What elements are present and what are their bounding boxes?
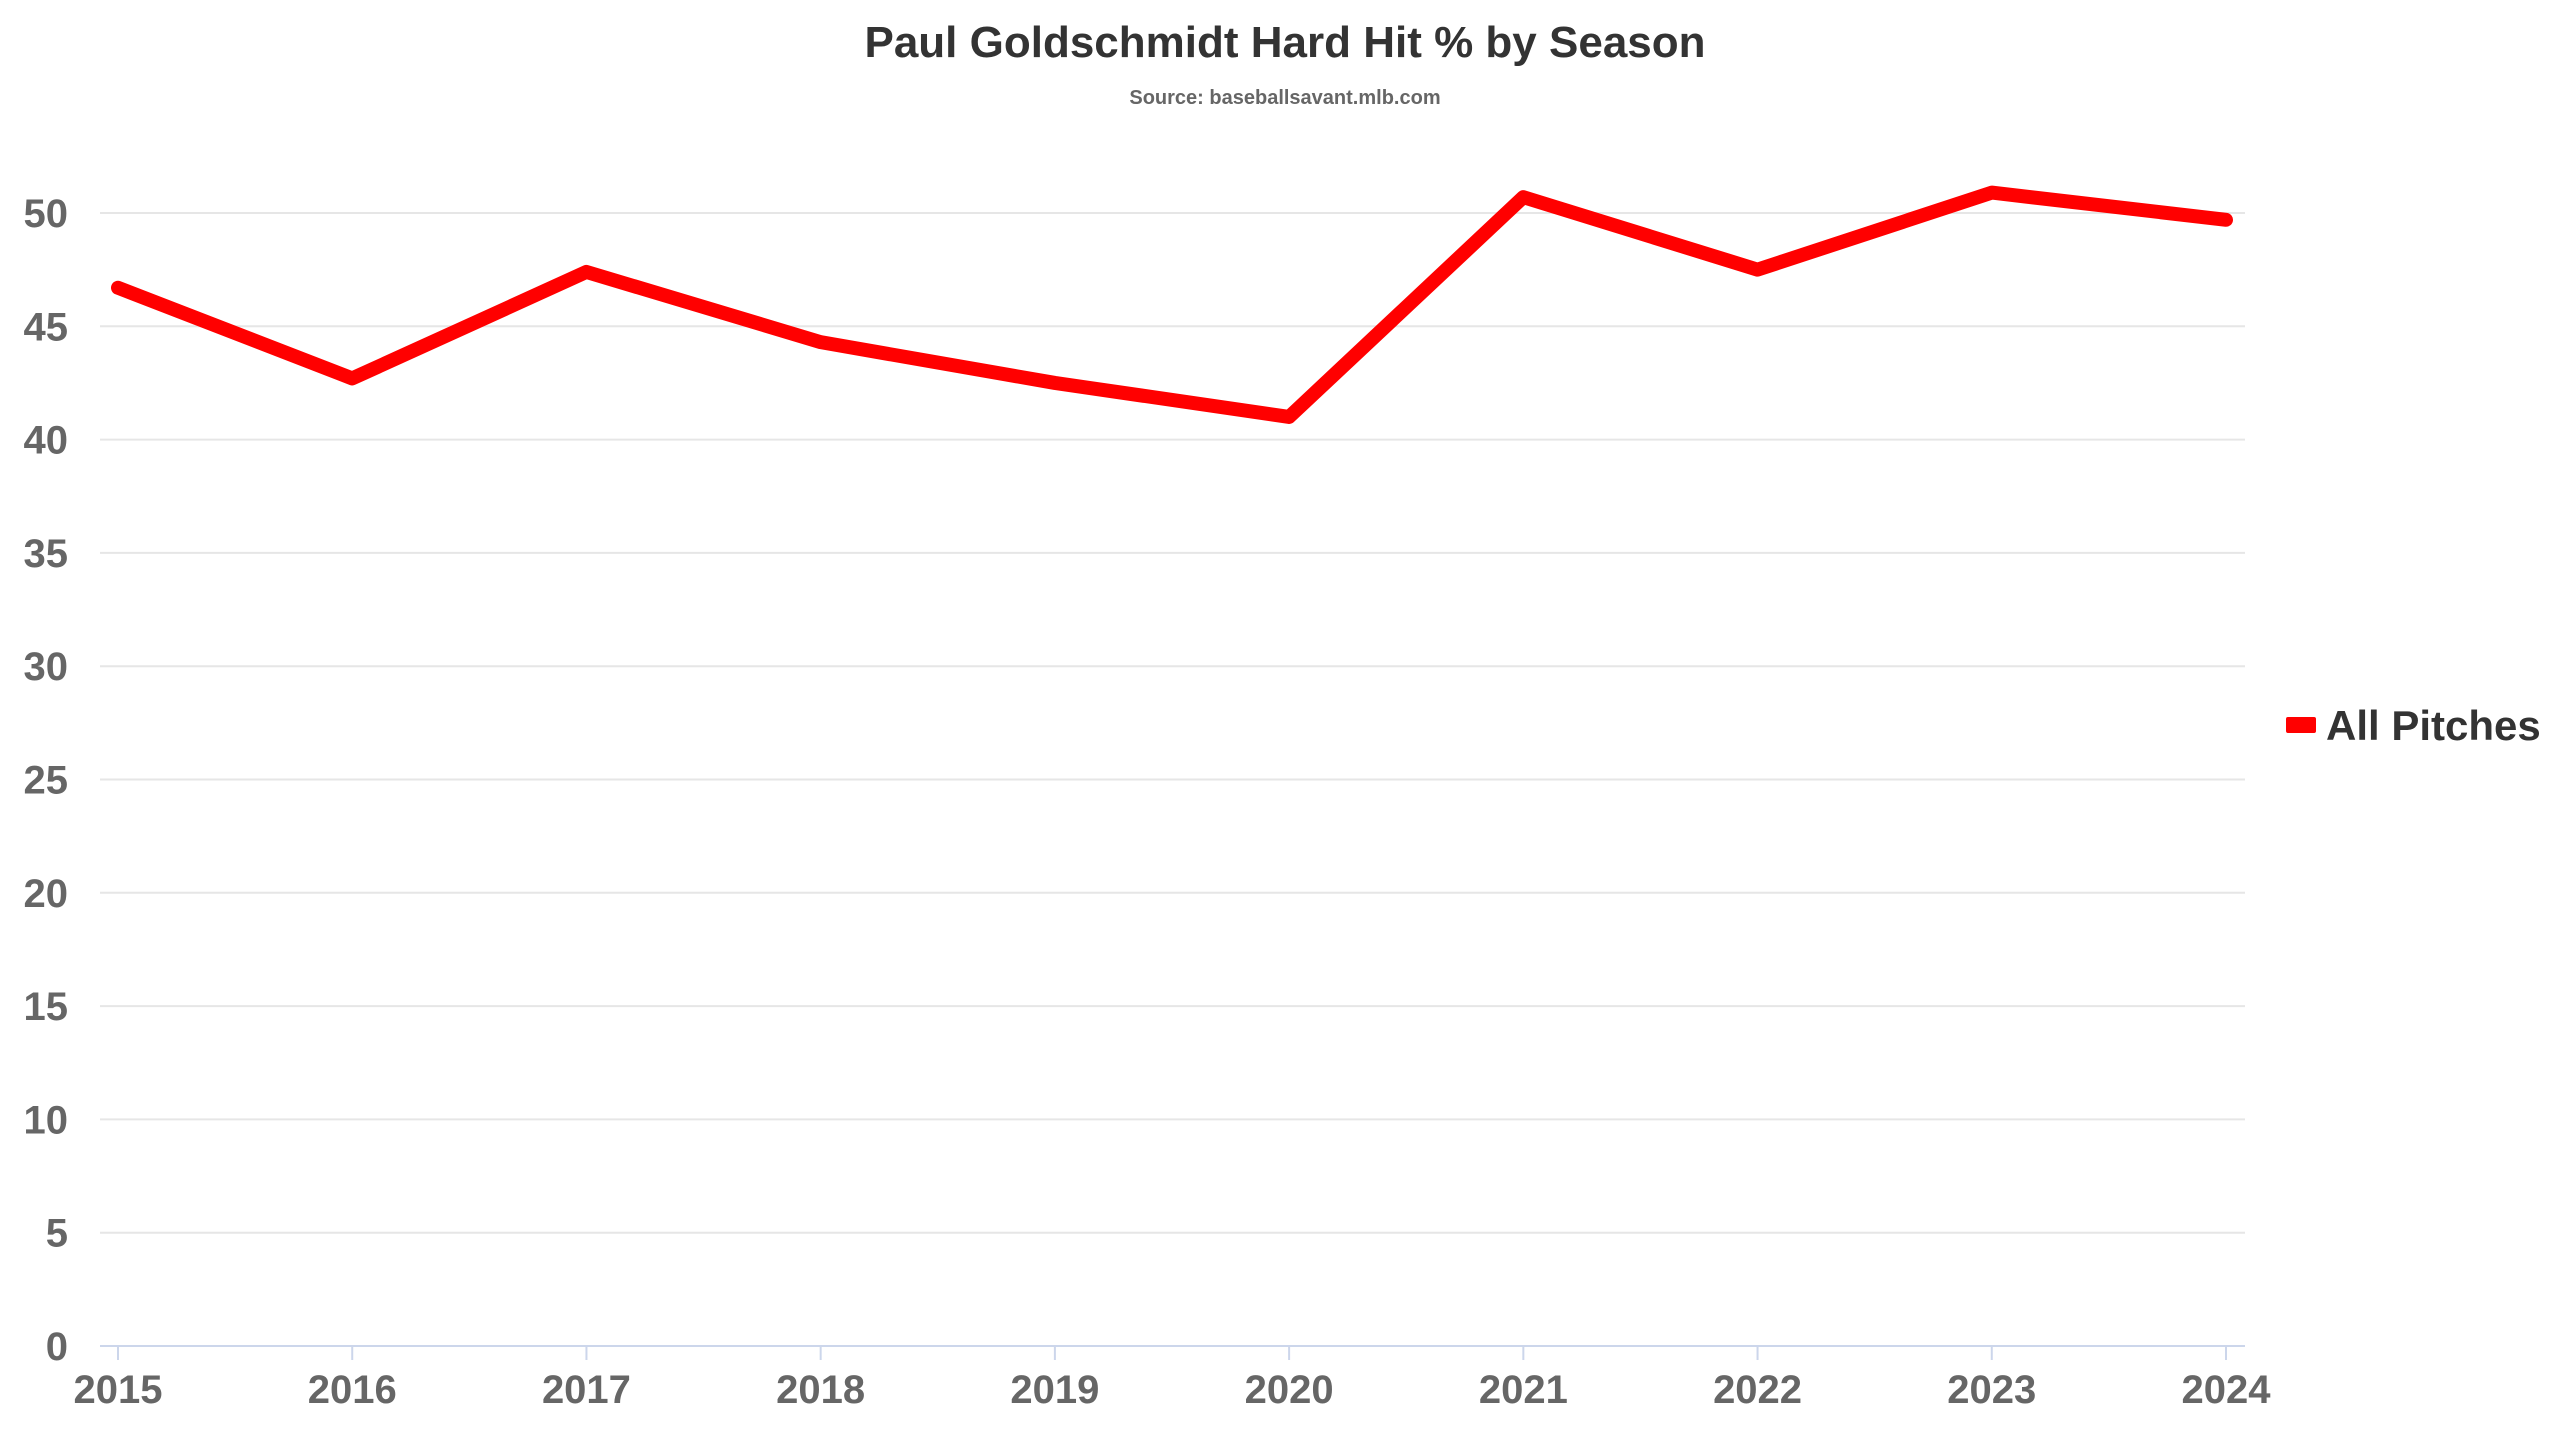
- y-tick-label: 15: [24, 985, 69, 1029]
- series-layer: [111, 185, 2233, 424]
- y-axis-ticks: 0 5 10 15 20 25 30 35 40 45 50: [24, 192, 69, 1369]
- data-point: [817, 339, 824, 346]
- x-axis-ticks: 2015 2016 2017 2018 2019 2020 2021 2022 2023 2024: [74, 1346, 2272, 1412]
- y-tick-label: 20: [24, 872, 69, 916]
- y-tick-label: 0: [46, 1325, 68, 1369]
- data-point: [2223, 216, 2229, 223]
- y-tick-label: 45: [24, 305, 69, 349]
- x-tick-label: 2017: [542, 1368, 631, 1412]
- x-tick-label: 2023: [1947, 1368, 2036, 1412]
- data-point: [1988, 189, 1995, 196]
- y-tick-label: 40: [24, 419, 69, 463]
- x-tick-label: 2021: [1479, 1368, 1568, 1412]
- chart-title: Paul Goldschmidt Hard Hit % by Season: [864, 18, 1705, 67]
- y-tick-label: 30: [24, 645, 69, 689]
- x-tick-label: 2022: [1713, 1368, 1802, 1412]
- data-point: [349, 375, 356, 382]
- series-line: [111, 185, 2233, 424]
- legend-item-label[interactable]: All Pitches: [2326, 702, 2541, 749]
- data-point: [115, 284, 121, 291]
- data-point: [1754, 266, 1761, 273]
- legend-swatch: [2286, 717, 2316, 733]
- data-point: [1051, 379, 1058, 386]
- legend[interactable]: All Pitches: [2286, 702, 2541, 749]
- x-tick-label: 2016: [308, 1368, 397, 1412]
- data-point: [583, 268, 590, 275]
- grid-lines: [100, 212, 2245, 1234]
- chart-subtitle: Source: baseballsavant.mlb.com: [1129, 87, 1440, 109]
- x-tick-label: 2015: [74, 1368, 163, 1412]
- data-point: [1520, 194, 1527, 201]
- x-tick-label: 2020: [1245, 1368, 1334, 1412]
- x-tick-label: 2019: [1010, 1368, 1099, 1412]
- x-tick-label: 2018: [776, 1368, 865, 1412]
- data-point: [1286, 413, 1293, 420]
- y-tick-label: 50: [24, 192, 69, 236]
- y-tick-label: 35: [24, 532, 69, 576]
- x-tick-label: 2024: [2182, 1368, 2272, 1412]
- y-tick-label: 25: [24, 759, 69, 803]
- y-tick-label: 5: [46, 1212, 68, 1256]
- y-tick-label: 10: [24, 1098, 69, 1142]
